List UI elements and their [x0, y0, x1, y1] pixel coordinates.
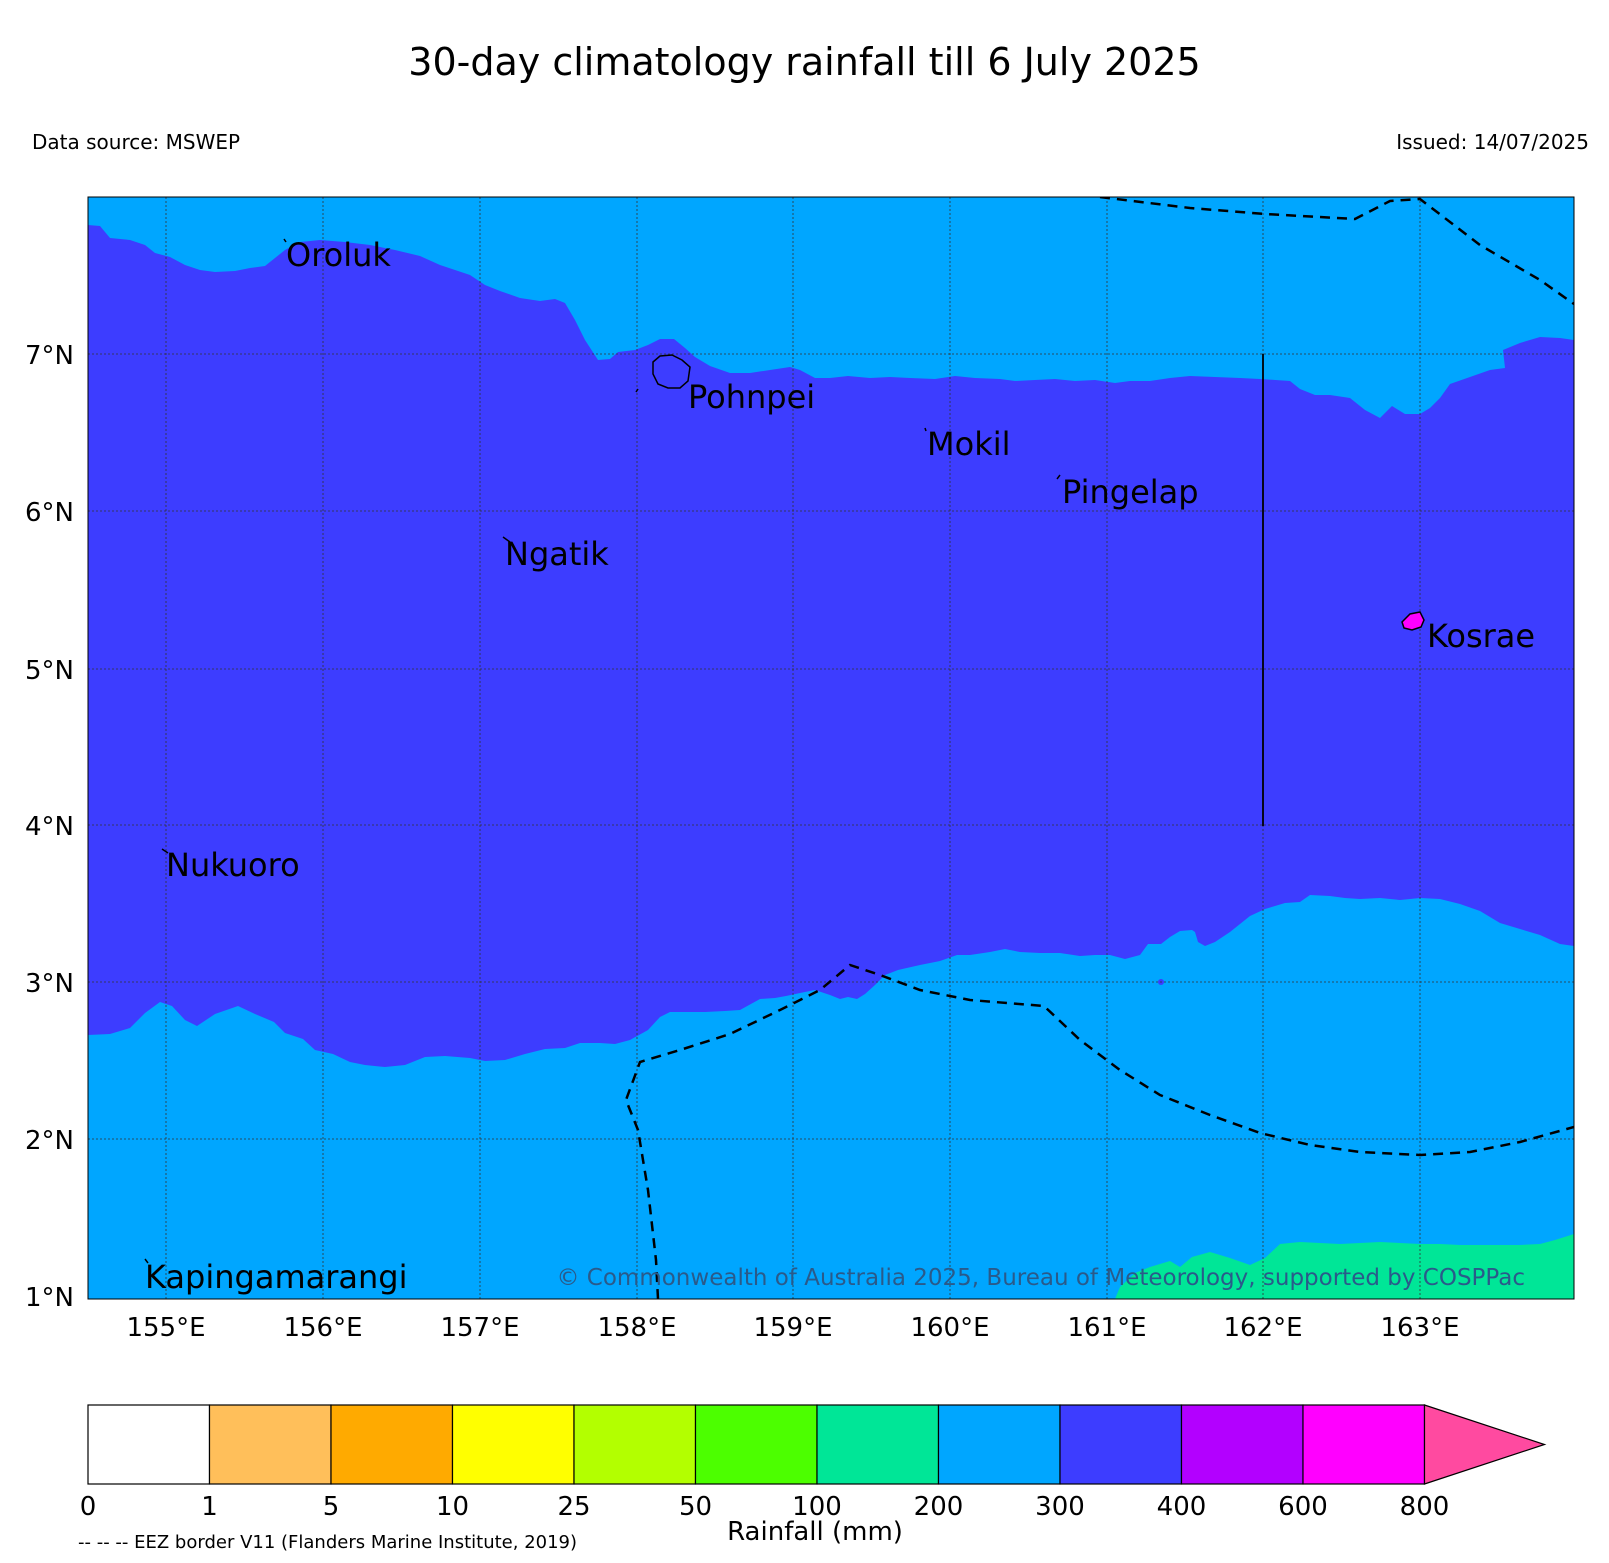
lon-tick-label: 157°E	[440, 1313, 519, 1343]
rainfall-field	[88, 197, 1574, 1299]
place-label: Pohnpei	[688, 378, 815, 416]
lon-tick-label: 161°E	[1067, 1313, 1146, 1343]
colorbar-tick-label: 600	[1278, 1492, 1328, 1522]
lon-tick-label: 158°E	[597, 1313, 676, 1343]
colorbar-segment	[1302, 1404, 1426, 1485]
copyright-notice: © Commonwealth of Australia 2025, Bureau…	[556, 1265, 1525, 1291]
kosrae-island-icon	[1401, 611, 1425, 631]
chart-title: 30-day climatology rainfall till 6 July …	[408, 40, 1201, 84]
colorbar-tick-label: 10	[436, 1492, 469, 1522]
lon-tick-label: 156°E	[283, 1313, 362, 1343]
colorbar-tick-label: 25	[557, 1492, 590, 1522]
kapingamarangi-islet-icon	[144, 1258, 149, 1264]
colorbar-segment	[694, 1404, 818, 1485]
island-outlines	[144, 238, 1425, 1264]
lon-tick-label: 162°E	[1223, 1313, 1302, 1343]
place-label: Nukuoro	[166, 846, 300, 884]
colorbar-segment	[208, 1404, 332, 1485]
place-label: Oroluk	[286, 236, 391, 274]
lon-tick-label: 160°E	[910, 1313, 989, 1343]
place-labels: Oroluk Pohnpei Mokil Pingelap Ngatik Kos…	[145, 236, 1535, 1296]
colorbar-segment	[1180, 1404, 1304, 1485]
colorbar-segment	[816, 1404, 940, 1485]
latitude-tick-labels: 7°N 6°N 5°N 4°N 3°N 2°N 1°N	[25, 341, 74, 1313]
colorbar-tick-label: 200	[914, 1492, 964, 1522]
data-source-label: Data source: MSWEP	[32, 130, 241, 154]
band-100-200	[1115, 1234, 1574, 1299]
colorbar-tick-label: 50	[679, 1492, 712, 1522]
place-label: Ngatik	[505, 535, 609, 573]
pingelap-islet-icon	[1056, 474, 1061, 480]
lon-tick-label: 159°E	[753, 1313, 832, 1343]
colorbar-segment	[1059, 1404, 1183, 1485]
lat-tick-label: 3°N	[25, 969, 74, 999]
place-label: Kapingamarangi	[145, 1258, 407, 1296]
colorbar-tick-label: 1	[201, 1492, 218, 1522]
place-label: Pingelap	[1062, 473, 1199, 511]
longitude-tick-labels: 155°E 156°E 157°E 158°E 159°E 160°E 161°…	[126, 1313, 1459, 1343]
colorbar-label: Rainfall (mm)	[727, 1517, 903, 1547]
lat-tick-label: 5°N	[25, 656, 74, 686]
place-label: Kosrae	[1427, 617, 1535, 655]
lon-tick-label: 155°E	[126, 1313, 205, 1343]
lat-tick-label: 2°N	[25, 1126, 74, 1156]
colorbar-tick-label: 5	[323, 1492, 340, 1522]
colorbar-tick-label: 100	[792, 1492, 842, 1522]
colorbar-tick-label: 800	[1400, 1492, 1450, 1522]
colorbar-tick-label: 400	[1157, 1492, 1207, 1522]
band-300-400	[88, 225, 1574, 1067]
eez-borders	[624, 197, 1574, 1299]
colorbar-overflow-arrow	[1423, 1404, 1547, 1485]
ngatik-islet-icon	[502, 536, 511, 543]
colorbar-segment	[451, 1404, 575, 1485]
eez-footnote: -- -- -- EEZ border V11 (Flanders Marine…	[78, 1532, 578, 1553]
issued-date-label: Issued: 14/07/2025	[1396, 130, 1589, 154]
colorbar-tick-label: 300	[1035, 1492, 1085, 1522]
pohnpei-island-icon	[652, 354, 691, 389]
mokil-islet-icon	[924, 427, 927, 432]
colorbar-segment	[937, 1404, 1061, 1485]
lat-tick-label: 6°N	[25, 498, 74, 528]
place-label: Mokil	[927, 425, 1011, 463]
lat-tick-label: 4°N	[25, 812, 74, 842]
colorbar-tick-label: 0	[80, 1492, 97, 1522]
lat-tick-label: 1°N	[25, 1283, 74, 1313]
pohnpei-islet-icon	[635, 388, 639, 393]
map-frame	[87, 196, 1575, 1300]
colorbar-segment	[87, 1404, 211, 1485]
colorbar-segment	[573, 1404, 697, 1485]
lat-tick-label: 7°N	[25, 341, 74, 371]
oroluk-islet-icon	[283, 238, 287, 243]
colorbar-segment	[330, 1404, 454, 1485]
nukuoro-islet-icon	[161, 848, 169, 854]
colorbar-legend: 0 1 5 10 25 50 100 200 300 400 600 800	[80, 1404, 1547, 1522]
lon-tick-label: 163°E	[1380, 1313, 1459, 1343]
